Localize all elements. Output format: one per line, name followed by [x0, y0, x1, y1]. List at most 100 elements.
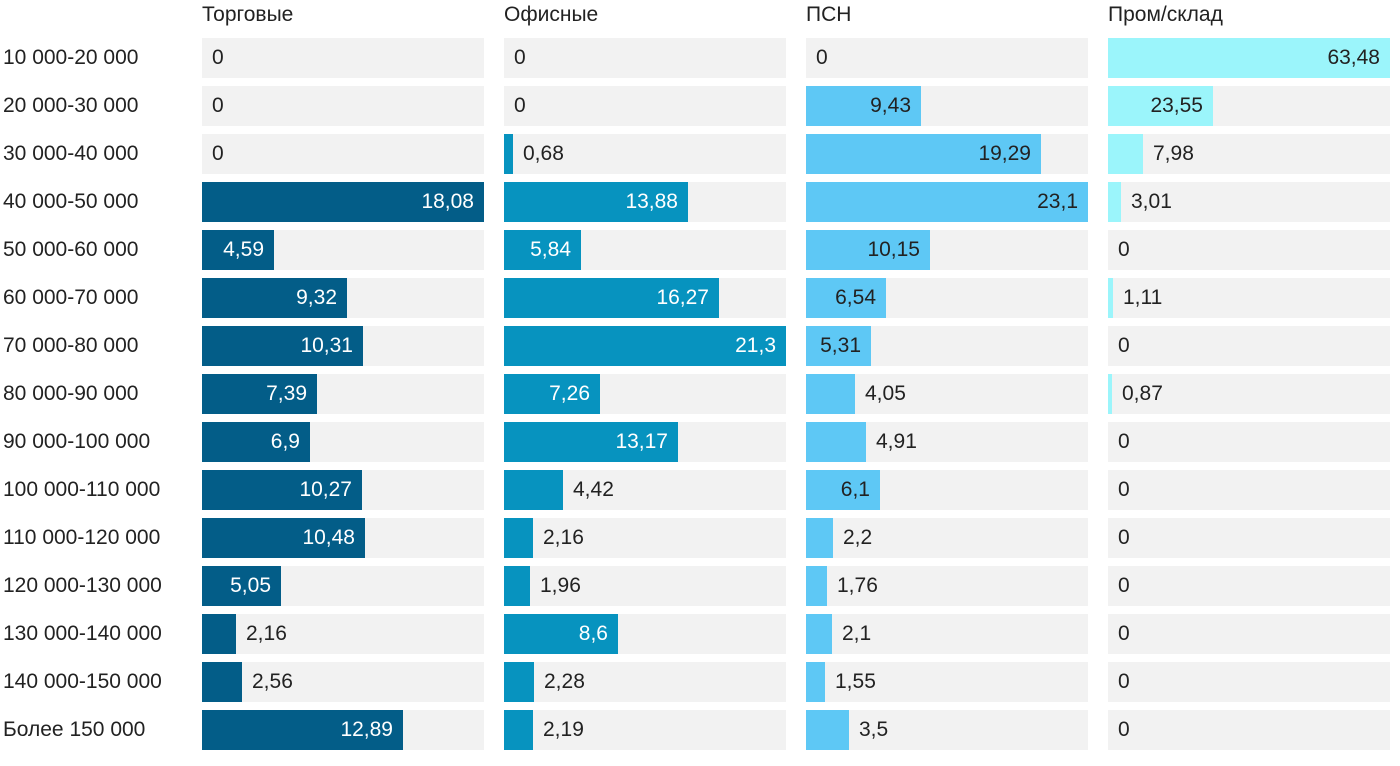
value-label: 13,88: [625, 190, 678, 213]
bar: [806, 230, 930, 270]
value-label: 0: [1118, 670, 1130, 693]
value-label: 4,91: [876, 430, 917, 453]
bar-track: 21,3: [504, 326, 786, 366]
bar-track: 2,16: [202, 614, 484, 654]
bar-track: 7,98: [1108, 134, 1390, 174]
bar: [1108, 278, 1113, 318]
bar-track: 2,16: [504, 518, 786, 558]
bar: [806, 710, 849, 750]
bar-track: 10,48: [202, 518, 484, 558]
value-label: 10,15: [867, 238, 920, 261]
value-label: 9,32: [296, 286, 337, 309]
bar: [806, 662, 825, 702]
value-label: 63,48: [1327, 46, 1380, 69]
bar-track: 0,87: [1108, 374, 1390, 414]
row-label: Более 150 000: [3, 718, 146, 741]
row-label: 30 000-40 000: [3, 142, 139, 165]
value-label: 2,1: [842, 622, 872, 645]
bar-track: 0: [1108, 422, 1390, 462]
value-label: 19,29: [978, 142, 1031, 165]
bar-track: 1,55: [806, 662, 1088, 702]
value-label: 0: [1118, 238, 1130, 261]
bar-track: 2,19: [504, 710, 786, 750]
bar-track: 10,31: [202, 326, 484, 366]
bar-track: 5,31: [806, 326, 1088, 366]
bar: [202, 374, 317, 414]
bar: [504, 470, 563, 510]
value-label: 12,89: [340, 718, 393, 741]
bar-track: 0: [1108, 326, 1390, 366]
bar: [806, 422, 866, 462]
column-title-2: ПСН: [806, 3, 852, 26]
bar: [806, 134, 1041, 174]
bar-track: 13,88: [504, 182, 786, 222]
value-label: 9,43: [870, 94, 911, 117]
bar: [1108, 86, 1213, 126]
value-label: 4,05: [865, 382, 906, 405]
value-label: 10,48: [302, 526, 355, 549]
value-label: 0: [1118, 334, 1130, 357]
bar: [202, 710, 403, 750]
value-label: 1,11: [1123, 286, 1163, 309]
row-label: 70 000-80 000: [3, 334, 139, 357]
bar: [202, 470, 362, 510]
value-label: 3,01: [1131, 190, 1172, 213]
row-label: 120 000-130 000: [3, 574, 162, 597]
row-label: 40 000-50 000: [3, 190, 139, 213]
bar-track: 2,1: [806, 614, 1088, 654]
value-label: 2,56: [252, 670, 293, 693]
bar-track: 10,15: [806, 230, 1088, 270]
bar: [806, 518, 833, 558]
bar: [806, 278, 886, 318]
bar: [504, 710, 533, 750]
bar-track: 12,89: [202, 710, 484, 750]
bar-track: 9,32: [202, 278, 484, 318]
bar: [504, 422, 678, 462]
row-label: 10 000-20 000: [3, 46, 139, 69]
value-label: 2,2: [843, 526, 873, 549]
bar-track: 2,2: [806, 518, 1088, 558]
bar-track: 0: [504, 38, 786, 78]
bar-track: 4,42: [504, 470, 786, 510]
value-label: 3,5: [859, 718, 889, 741]
row-label: 100 000-110 000: [3, 478, 161, 501]
bar: [504, 182, 688, 222]
bar-track: 2,56: [202, 662, 484, 702]
bar-track: 0: [1108, 518, 1390, 558]
bar: [504, 326, 786, 366]
value-label: 0: [514, 94, 526, 117]
bar: [504, 134, 513, 174]
bar-track: 10,27: [202, 470, 484, 510]
value-label: 6,9: [270, 430, 300, 453]
value-label: 7,39: [266, 382, 307, 405]
bar: [504, 518, 533, 558]
bar: [202, 566, 281, 606]
bar-track: 16,27: [504, 278, 786, 318]
bar-track: 0: [1108, 614, 1390, 654]
bar: [202, 278, 347, 318]
bar: [806, 86, 921, 126]
bar-track: 13,17: [504, 422, 786, 462]
bar-track: 4,91: [806, 422, 1088, 462]
value-label: 21,3: [735, 334, 776, 357]
value-label: 0: [1118, 526, 1130, 549]
row-label: 130 000-140 000: [3, 622, 162, 645]
bar-track: 0: [202, 38, 484, 78]
bar: [504, 278, 719, 318]
value-label: 0: [514, 46, 526, 69]
bar-track: 3,5: [806, 710, 1088, 750]
bar-track: 3,01: [1108, 182, 1390, 222]
row-label: 80 000-90 000: [3, 382, 139, 405]
bar-track: 0: [1108, 710, 1390, 750]
bar: [806, 614, 832, 654]
bar-track: 18,08: [202, 182, 484, 222]
bar: [1108, 374, 1112, 414]
value-label: 4,59: [223, 238, 264, 261]
bar-track: 7,26: [504, 374, 786, 414]
value-label: 18,08: [421, 190, 474, 213]
bar-track: 0: [1108, 470, 1390, 510]
column-title-3: Пром/склад: [1108, 3, 1223, 26]
value-label: 0,68: [523, 142, 564, 165]
row-label: 90 000-100 000: [3, 430, 151, 453]
value-label: 1,55: [835, 670, 876, 693]
